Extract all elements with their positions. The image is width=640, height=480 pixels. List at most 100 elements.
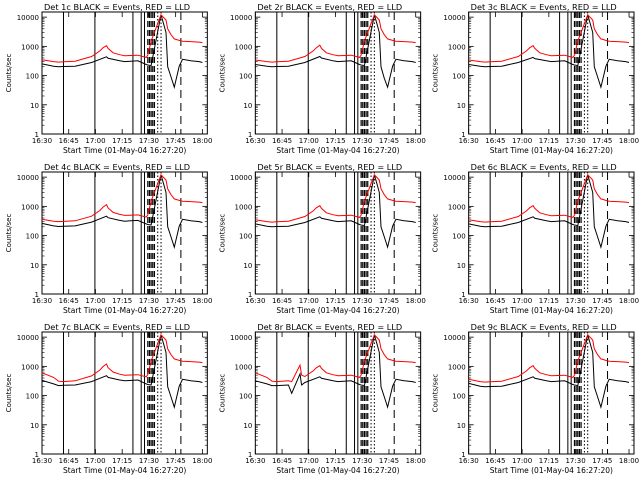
chart-panel-3: Det 3c BLACK = Events, RED = LLD 1 10 100 10… [432,2,639,155]
chart-panel-2: Det 2r BLACK = Events, RED = LLD 1 10 100 10… [218,2,425,155]
x-tick-label: 16:30 [32,137,52,145]
x-tick-label: 16:45 [272,137,292,145]
y-axis-label: Counts/sec [432,54,440,93]
x-tick-label: 17:15 [112,137,132,145]
y-tick-label: 10 [243,262,252,270]
x-tick-label: 17:00 [299,297,319,305]
y-tick-label: 1 [35,131,39,139]
y-tick-label: 1 [461,291,465,299]
x-tick-label: 17:00 [512,297,532,305]
x-tick-label: 16:45 [272,457,292,465]
y-tick-label: 10 [243,102,252,110]
y-tick-label: 1 [35,451,39,459]
series-line-lld [255,13,416,63]
series-line-events [41,174,203,250]
chart-panel-8: Det 8r BLACK = Events, RED = LLD 1 10 100 10… [218,322,425,475]
chart-title: Det 6c BLACK = Events, RED = LLD [471,162,617,172]
x-tick-label: 17:15 [325,137,345,145]
y-tick-label: 10 [243,422,252,430]
y-tick-label: 1 [248,451,252,459]
x-tick-label: 17:00 [512,457,532,465]
x-tick-label: 17:30 [139,137,159,145]
y-axis-label: Counts/sec [218,214,226,253]
y-tick-label: 10000 [230,334,252,342]
y-axis-label: Counts/sec [218,374,226,413]
x-tick-label: 17:30 [565,457,585,465]
y-tick-label: 1000 [21,43,39,51]
x-tick-label: 16:30 [459,297,479,305]
x-axis-label: Start Time (01-May-04 16:27:20) [63,306,186,315]
y-axis-label: Counts/sec [218,54,226,93]
plot-frame [41,11,208,135]
plot-frame [468,11,635,135]
y-tick-label: 100 [239,73,252,81]
series-line-lld [468,173,630,223]
x-tick-label: 17:45 [592,137,612,145]
x-tick-label: 17:00 [85,137,105,145]
y-tick-label: 1000 [235,43,253,51]
x-axis-label: Start Time (01-May-04 16:27:20) [276,466,399,475]
y-tick-label: 1000 [448,363,466,371]
series-line-events [41,334,203,410]
y-tick-label: 10000 [230,14,252,22]
y-tick-label: 1000 [235,203,253,211]
x-axis-label: Start Time (01-May-04 16:27:20) [63,466,186,475]
x-tick-label: 16:30 [245,457,265,465]
chart-title: Det 7c BLACK = Events, RED = LLD [44,322,190,332]
y-tick-label: 10000 [443,334,465,342]
x-tick-label: 17:45 [379,297,399,305]
series-line-lld [41,173,203,223]
x-tick-label: 17:30 [139,297,159,305]
y-tick-label: 10 [30,422,39,430]
x-tick-label: 18:00 [192,297,212,305]
x-tick-label: 17:00 [85,297,105,305]
chart-panel-7: Det 7c BLACK = Events, RED = LLD 1 10 100 10… [5,322,212,475]
series-line-events [255,334,416,410]
series-line-events [41,14,203,90]
y-axis-label: Counts/sec [432,374,440,413]
chart-title: Det 9c BLACK = Events, RED = LLD [471,322,617,332]
x-axis-label: Start Time (01-May-04 16:27:20) [490,306,613,315]
series-line-events [468,174,630,250]
x-axis-label: Start Time (01-May-04 16:27:20) [276,306,399,315]
chart-title: Det 8r BLACK = Events, RED = LLD [257,322,402,332]
y-tick-label: 1000 [448,203,466,211]
y-tick-label: 10000 [443,14,465,22]
series-line-lld [41,13,203,63]
plot-frame [254,11,422,135]
plot-frame [468,331,635,455]
y-tick-label: 100 [452,233,465,241]
y-tick-label: 1000 [21,203,39,211]
y-tick-label: 100 [26,73,39,81]
x-axis-label: Start Time (01-May-04 16:27:20) [63,146,186,155]
chart-title: Det 5r BLACK = Events, RED = LLD [257,162,402,172]
series-line-events [255,174,416,250]
x-tick-label: 16:30 [32,457,52,465]
x-tick-label: 18:00 [619,457,639,465]
x-axis-label: Start Time (01-May-04 16:27:20) [276,146,399,155]
chart-panel-6: Det 6c BLACK = Events, RED = LLD 1 10 100 10… [432,162,639,315]
x-tick-label: 16:45 [272,297,292,305]
chart-title: Det 1c BLACK = Events, RED = LLD [44,2,190,12]
series-line-lld [468,333,630,383]
y-tick-label: 100 [239,393,252,401]
x-tick-label: 17:45 [592,457,612,465]
chart-panel-9: Det 9c BLACK = Events, RED = LLD 1 10 100 10… [432,322,639,475]
x-tick-label: 17:15 [539,457,559,465]
y-tick-label: 100 [26,393,39,401]
x-tick-label: 17:00 [299,457,319,465]
y-tick-label: 10 [457,422,466,430]
y-tick-label: 1000 [235,363,253,371]
y-tick-label: 1 [248,291,252,299]
x-tick-label: 18:00 [192,137,212,145]
x-tick-label: 17:45 [166,457,186,465]
series-line-lld [468,13,630,63]
chart-panel-1: Det 1c BLACK = Events, RED = LLD 1 10 100 10… [5,2,212,155]
y-tick-label: 1 [35,291,39,299]
x-tick-label: 16:30 [459,457,479,465]
x-tick-label: 17:45 [592,297,612,305]
x-tick-label: 17:30 [565,137,585,145]
x-tick-label: 16:45 [59,137,79,145]
x-tick-label: 17:15 [539,297,559,305]
